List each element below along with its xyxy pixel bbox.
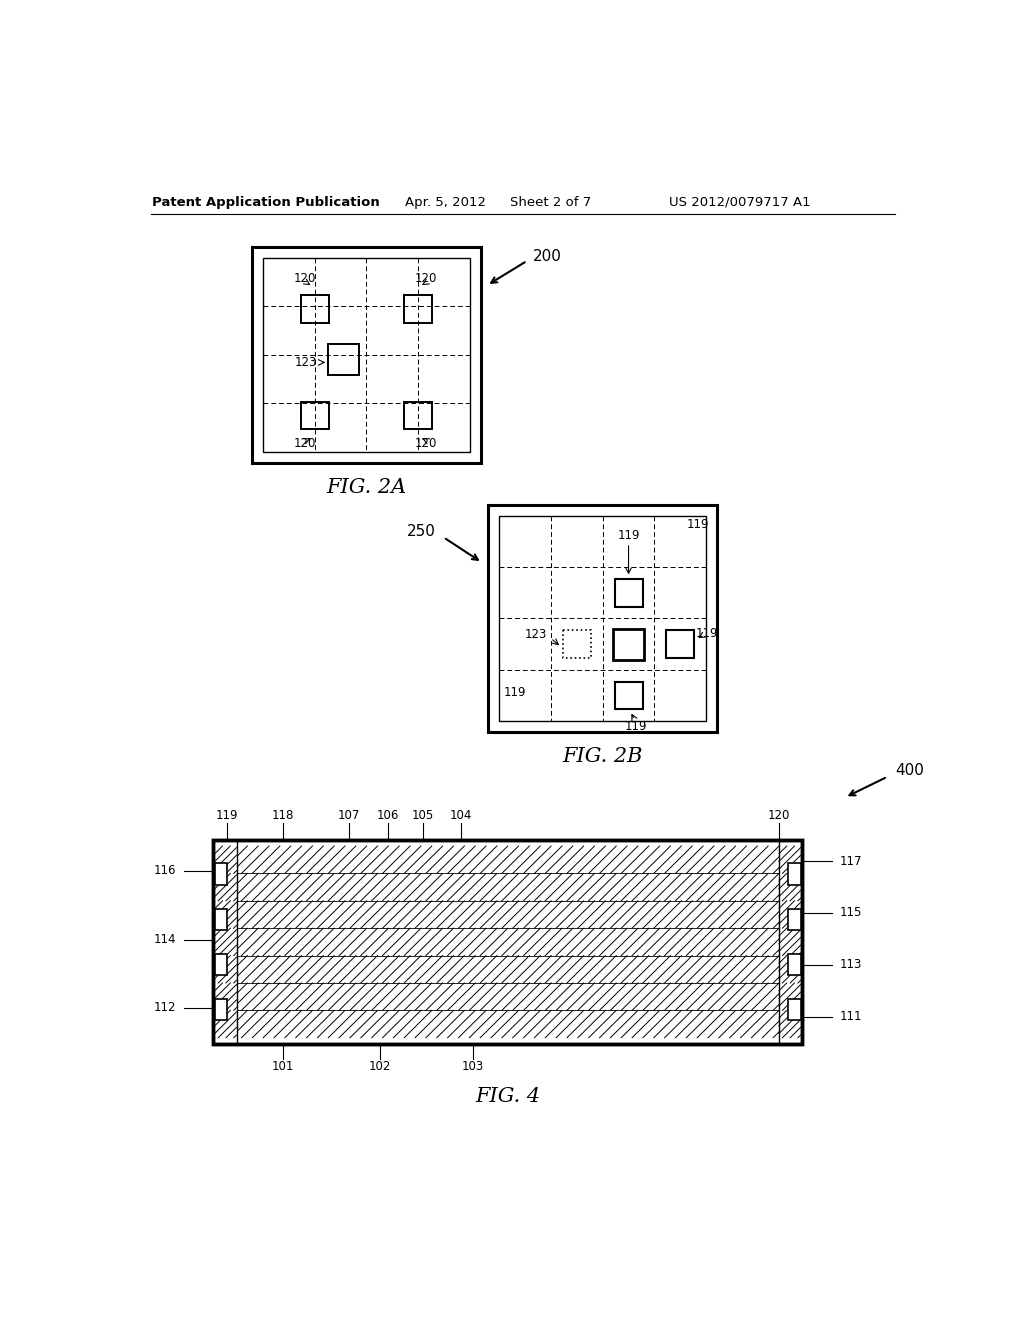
Text: 103: 103: [462, 1060, 484, 1073]
Text: 117: 117: [840, 855, 862, 869]
Text: 119: 119: [686, 519, 709, 532]
Bar: [263, 257, 470, 451]
Text: 111: 111: [840, 1010, 862, 1023]
Text: 120: 120: [415, 437, 437, 450]
Text: 107: 107: [338, 809, 360, 822]
Bar: [614, 579, 642, 607]
Text: Patent Application Publication: Patent Application Publication: [153, 195, 380, 209]
Bar: [215, 908, 227, 931]
Bar: [788, 863, 801, 884]
Bar: [237, 846, 779, 1038]
Bar: [563, 631, 591, 659]
Bar: [213, 840, 802, 1044]
Text: 115: 115: [840, 907, 862, 920]
Text: 250: 250: [407, 524, 435, 539]
Text: Sheet 2 of 7: Sheet 2 of 7: [510, 195, 591, 209]
Bar: [667, 631, 694, 659]
Text: 104: 104: [451, 809, 472, 822]
Text: 116: 116: [154, 865, 176, 878]
Bar: [779, 840, 802, 1044]
Bar: [788, 999, 801, 1020]
Bar: [788, 908, 801, 931]
Text: 119: 119: [695, 627, 718, 640]
Text: 123: 123: [525, 628, 548, 642]
Text: 101: 101: [271, 1060, 294, 1073]
Text: FIG. 4: FIG. 4: [475, 1086, 541, 1106]
Bar: [500, 516, 707, 721]
Text: 120: 120: [294, 437, 316, 450]
Text: 123: 123: [295, 356, 317, 370]
Text: 200: 200: [534, 248, 562, 264]
Text: US 2012/0079717 A1: US 2012/0079717 A1: [670, 195, 811, 209]
Bar: [213, 840, 802, 1044]
Bar: [213, 840, 802, 1044]
Text: 114: 114: [154, 933, 176, 946]
Bar: [215, 999, 227, 1020]
Bar: [613, 628, 644, 660]
Text: 102: 102: [369, 1060, 391, 1073]
Text: FIG. 2A: FIG. 2A: [327, 478, 407, 496]
Text: 105: 105: [412, 809, 433, 822]
Text: 119: 119: [625, 719, 647, 733]
Text: 112: 112: [154, 1001, 176, 1014]
Text: 106: 106: [377, 809, 398, 822]
Bar: [614, 681, 642, 709]
Text: 118: 118: [271, 809, 294, 822]
Text: 113: 113: [840, 958, 862, 972]
Bar: [215, 953, 227, 975]
Bar: [215, 863, 227, 884]
Bar: [301, 296, 329, 323]
Text: FIG. 2B: FIG. 2B: [562, 747, 643, 766]
Text: 120: 120: [294, 272, 316, 285]
Bar: [404, 296, 432, 323]
Bar: [404, 401, 432, 429]
Bar: [328, 345, 359, 375]
Bar: [488, 506, 717, 733]
Bar: [301, 401, 329, 429]
Bar: [213, 840, 237, 1044]
Bar: [252, 247, 480, 462]
Text: 120: 120: [768, 809, 791, 822]
Bar: [788, 953, 801, 975]
Text: Apr. 5, 2012: Apr. 5, 2012: [406, 195, 486, 209]
Text: 119: 119: [617, 529, 640, 541]
Text: 119: 119: [504, 686, 526, 700]
Text: 119: 119: [216, 809, 239, 822]
Text: 120: 120: [415, 272, 437, 285]
Text: 400: 400: [895, 763, 924, 777]
